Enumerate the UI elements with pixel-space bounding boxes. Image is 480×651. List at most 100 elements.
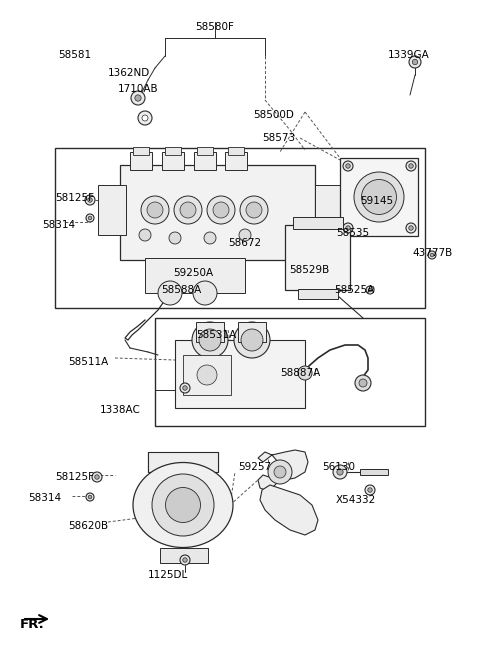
Text: 58511A: 58511A bbox=[68, 357, 108, 367]
Circle shape bbox=[343, 223, 353, 233]
Bar bbox=[225, 152, 247, 170]
Circle shape bbox=[409, 226, 413, 230]
Text: 1362ND: 1362ND bbox=[108, 68, 150, 78]
Circle shape bbox=[142, 115, 148, 121]
Circle shape bbox=[141, 196, 169, 224]
Text: 58581: 58581 bbox=[58, 50, 91, 60]
Bar bbox=[155, 318, 425, 426]
Circle shape bbox=[246, 202, 262, 218]
Circle shape bbox=[88, 198, 92, 202]
Circle shape bbox=[409, 164, 413, 168]
Circle shape bbox=[199, 329, 221, 351]
Bar bbox=[183, 355, 231, 395]
Ellipse shape bbox=[354, 172, 404, 222]
Circle shape bbox=[406, 223, 416, 233]
Circle shape bbox=[180, 383, 190, 393]
Circle shape bbox=[368, 488, 372, 492]
Bar bbox=[130, 152, 152, 170]
Text: 58887A: 58887A bbox=[280, 368, 320, 378]
Circle shape bbox=[298, 366, 312, 380]
Circle shape bbox=[333, 465, 347, 479]
Circle shape bbox=[240, 196, 268, 224]
Circle shape bbox=[346, 226, 350, 230]
Bar bbox=[148, 452, 218, 472]
Circle shape bbox=[343, 161, 353, 171]
Circle shape bbox=[430, 253, 434, 256]
Circle shape bbox=[207, 196, 235, 224]
Bar bbox=[340, 158, 418, 236]
Circle shape bbox=[193, 281, 217, 305]
Circle shape bbox=[95, 475, 99, 479]
Text: 58535: 58535 bbox=[336, 228, 369, 238]
Circle shape bbox=[92, 472, 102, 482]
Polygon shape bbox=[258, 450, 308, 490]
Bar bbox=[55, 148, 425, 308]
Text: 58125F: 58125F bbox=[55, 472, 94, 482]
Circle shape bbox=[412, 59, 418, 64]
Bar bbox=[165, 147, 181, 155]
Circle shape bbox=[88, 216, 92, 220]
Circle shape bbox=[131, 91, 145, 105]
Circle shape bbox=[183, 558, 187, 562]
Text: 43777B: 43777B bbox=[412, 248, 452, 258]
Ellipse shape bbox=[152, 474, 214, 536]
Circle shape bbox=[213, 202, 229, 218]
Circle shape bbox=[406, 161, 416, 171]
Circle shape bbox=[428, 251, 436, 259]
Text: 1339GA: 1339GA bbox=[388, 50, 430, 60]
Circle shape bbox=[135, 95, 141, 101]
Circle shape bbox=[169, 232, 181, 244]
Text: 56130: 56130 bbox=[322, 462, 355, 472]
Circle shape bbox=[366, 286, 374, 294]
Text: 58580F: 58580F bbox=[195, 22, 234, 32]
Bar bbox=[160, 548, 208, 563]
Bar bbox=[133, 147, 149, 155]
Text: 58672: 58672 bbox=[228, 238, 261, 248]
Text: X54332: X54332 bbox=[336, 495, 376, 505]
Bar bbox=[194, 152, 216, 170]
Circle shape bbox=[180, 202, 196, 218]
Text: 59145: 59145 bbox=[360, 196, 393, 206]
Text: 58314: 58314 bbox=[28, 493, 61, 503]
Text: 58125F: 58125F bbox=[55, 193, 94, 203]
Bar bbox=[175, 340, 305, 408]
Ellipse shape bbox=[361, 180, 396, 214]
Bar bbox=[360, 469, 388, 475]
Bar bbox=[98, 185, 126, 235]
Text: 58573: 58573 bbox=[262, 133, 295, 143]
Circle shape bbox=[274, 466, 286, 478]
Circle shape bbox=[355, 375, 371, 391]
Circle shape bbox=[138, 111, 152, 125]
Bar bbox=[197, 147, 213, 155]
Circle shape bbox=[147, 202, 163, 218]
Text: 1710AB: 1710AB bbox=[118, 84, 158, 94]
Circle shape bbox=[139, 229, 151, 241]
Circle shape bbox=[268, 460, 292, 484]
Circle shape bbox=[192, 322, 228, 358]
Polygon shape bbox=[260, 485, 318, 535]
Bar bbox=[145, 258, 245, 293]
Bar bbox=[315, 185, 343, 225]
Text: 1125DL: 1125DL bbox=[148, 570, 188, 580]
Bar bbox=[298, 289, 338, 299]
Bar bbox=[120, 165, 315, 260]
Circle shape bbox=[346, 164, 350, 168]
Text: 58620B: 58620B bbox=[68, 521, 108, 531]
Bar bbox=[285, 225, 350, 290]
Bar bbox=[293, 217, 343, 229]
Text: 58529B: 58529B bbox=[289, 265, 329, 275]
Circle shape bbox=[241, 329, 263, 351]
Circle shape bbox=[88, 495, 92, 499]
Bar bbox=[162, 152, 184, 170]
Circle shape bbox=[174, 196, 202, 224]
Bar bbox=[196, 322, 224, 342]
Bar bbox=[238, 322, 266, 342]
Text: 58525A: 58525A bbox=[334, 285, 374, 295]
Circle shape bbox=[180, 555, 190, 565]
Circle shape bbox=[158, 281, 182, 305]
Text: 1338AC: 1338AC bbox=[100, 405, 141, 415]
Text: FR.: FR. bbox=[20, 618, 45, 631]
Circle shape bbox=[183, 386, 187, 390]
Circle shape bbox=[409, 56, 421, 68]
Circle shape bbox=[368, 288, 372, 292]
